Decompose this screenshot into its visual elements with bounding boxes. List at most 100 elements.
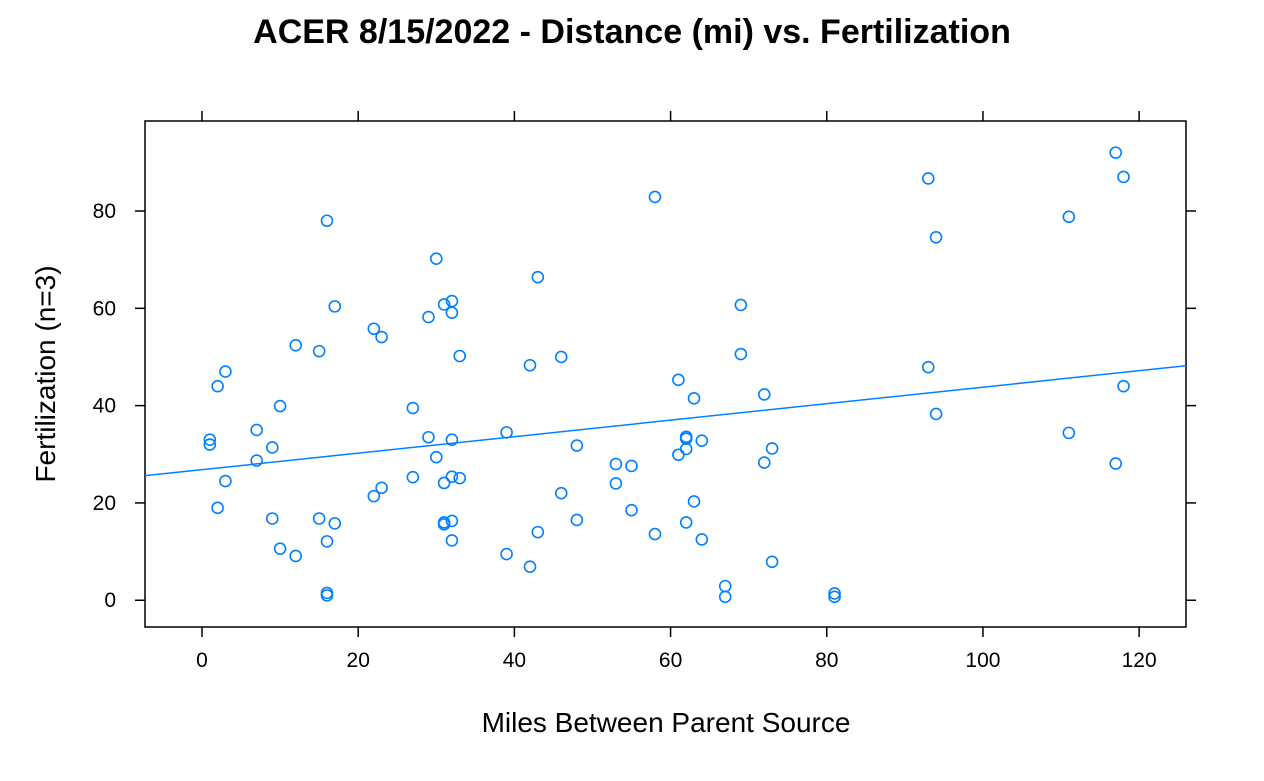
data-point xyxy=(672,448,685,462)
data-point xyxy=(445,534,459,547)
data-point xyxy=(625,459,638,473)
data-point xyxy=(695,533,709,546)
data-point xyxy=(211,501,224,515)
data-point xyxy=(429,450,443,464)
y-tick-label: 20 xyxy=(93,492,116,515)
plot-frame xyxy=(144,120,1187,628)
data-point xyxy=(219,474,232,488)
data-point xyxy=(406,470,420,484)
data-point xyxy=(1062,210,1076,224)
data-point xyxy=(375,481,388,495)
x-axis-label: Miles Between Parent Source xyxy=(482,707,851,738)
data-point xyxy=(429,252,443,265)
data-point xyxy=(734,298,748,312)
data-point xyxy=(523,560,537,573)
data-point xyxy=(273,542,287,555)
data-point xyxy=(1062,426,1076,440)
data-point xyxy=(219,365,232,378)
x-tick-label: 80 xyxy=(815,649,838,672)
y-tick-label: 0 xyxy=(104,589,116,612)
data-point xyxy=(445,306,459,319)
data-point xyxy=(375,330,388,344)
data-point xyxy=(523,358,537,372)
data-point xyxy=(445,470,459,483)
data-point xyxy=(203,433,217,446)
data-point xyxy=(687,392,701,405)
x-tick-label: 120 xyxy=(1122,649,1157,672)
x-tick-label: 40 xyxy=(503,649,526,672)
data-point xyxy=(765,442,779,455)
chart-title: ACER 8/15/2022 - Distance (mi) vs. Ferti… xyxy=(253,13,1011,51)
data-point xyxy=(406,401,420,415)
data-point xyxy=(328,300,342,313)
data-point xyxy=(1117,170,1130,184)
data-point xyxy=(648,190,662,204)
data-point xyxy=(273,399,287,413)
data-point xyxy=(609,457,623,471)
data-point xyxy=(211,379,224,393)
data-point xyxy=(203,438,217,451)
data-point xyxy=(500,547,513,561)
data-point xyxy=(929,230,943,244)
data-point xyxy=(422,430,435,444)
data-point xyxy=(679,442,693,456)
x-tick-label: 100 xyxy=(965,649,1000,672)
data-point xyxy=(1109,146,1123,159)
data-point xyxy=(250,454,263,467)
data-point xyxy=(531,270,545,284)
data-point xyxy=(289,549,303,563)
data-point xyxy=(679,516,693,529)
data-point xyxy=(367,489,381,503)
data-point xyxy=(687,495,701,508)
data-point xyxy=(554,350,568,364)
data-point xyxy=(265,512,279,525)
data-point xyxy=(570,513,584,527)
data-point xyxy=(921,172,935,185)
data-point xyxy=(921,360,935,374)
data-point xyxy=(320,589,334,602)
data-point xyxy=(250,423,263,437)
data-points xyxy=(203,146,1130,604)
axis-tick-labels: 0 20 40 60 80 100 120 0 20 40 60 80 xyxy=(93,200,1157,672)
data-point xyxy=(289,338,303,352)
data-point xyxy=(320,214,334,228)
data-point xyxy=(445,433,459,446)
data-point xyxy=(312,344,326,358)
data-point xyxy=(367,322,381,336)
data-point xyxy=(695,434,709,447)
y-axis-label: Fertilization (n=3) xyxy=(30,265,61,482)
data-point xyxy=(929,407,943,421)
data-point xyxy=(531,525,545,539)
data-point xyxy=(265,441,279,454)
data-point xyxy=(437,518,451,531)
data-point xyxy=(734,347,748,361)
y-tick-label: 80 xyxy=(93,200,116,223)
data-point xyxy=(453,471,467,485)
data-point xyxy=(453,349,467,363)
x-tick-label: 0 xyxy=(196,649,208,672)
data-point xyxy=(828,590,841,604)
data-point xyxy=(648,527,662,541)
data-point xyxy=(757,456,771,469)
y-tick-label: 40 xyxy=(93,395,116,418)
x-tick-label: 20 xyxy=(347,649,370,672)
data-point xyxy=(312,512,326,525)
data-point xyxy=(437,298,451,311)
data-point xyxy=(757,388,771,401)
regression-line xyxy=(145,364,1186,477)
data-point xyxy=(1109,457,1123,470)
data-point xyxy=(828,587,841,600)
data-point xyxy=(672,373,685,387)
data-point xyxy=(328,517,342,530)
data-point xyxy=(718,579,732,593)
data-point xyxy=(437,476,451,490)
data-point xyxy=(609,477,623,490)
data-point xyxy=(445,514,459,528)
data-point xyxy=(625,503,638,517)
data-point xyxy=(554,486,568,500)
data-point xyxy=(500,426,513,439)
data-point xyxy=(570,439,584,452)
y-tick-label: 60 xyxy=(93,297,116,320)
x-tick-label: 60 xyxy=(659,649,682,672)
